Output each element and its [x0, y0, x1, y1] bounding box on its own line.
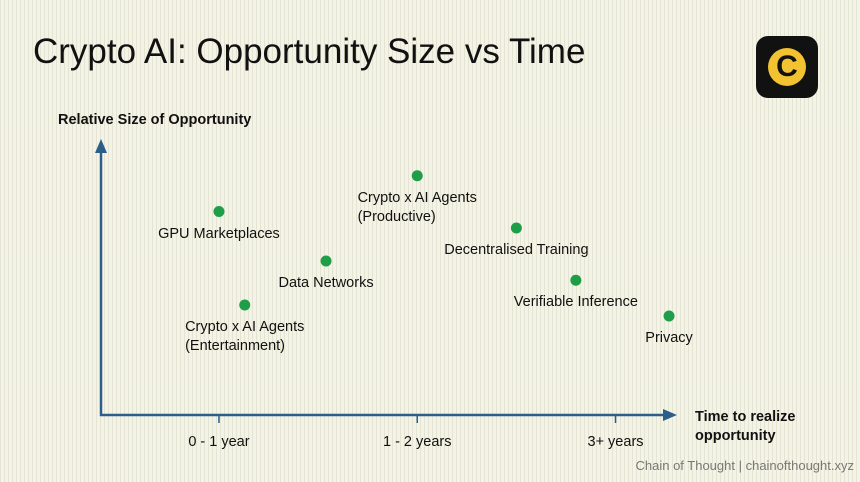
- point: [663, 310, 675, 322]
- y-axis-label: Relative Size of Opportunity: [58, 112, 252, 128]
- point: [320, 255, 332, 267]
- x-tick-label: 3+ years: [587, 434, 644, 450]
- x-axis-label: Time to realize opportunity: [695, 409, 796, 444]
- point-label: Decentralised Training: [444, 242, 589, 258]
- point: [570, 274, 582, 286]
- point-label: Verifiable Inference: [513, 294, 638, 311]
- point-label: Data Networks: [278, 275, 374, 291]
- point-label: Crypto x AI Agents (Productive): [357, 189, 477, 225]
- x-axis-arrow: [663, 409, 677, 421]
- point-label: GPU Marketplaces: [158, 225, 280, 242]
- x-tick-label: 0 - 1 year: [188, 434, 250, 450]
- point: [510, 222, 522, 234]
- logo: C: [756, 36, 818, 98]
- chart-title: Crypto AI: Opportunity Size vs Time: [33, 32, 586, 71]
- x-tick-label: 1 - 2 years: [382, 434, 452, 450]
- y-axis-arrow: [95, 139, 107, 153]
- logo-letter: C: [768, 48, 806, 86]
- footer: Chain of Thought | chainofthought.xyz: [635, 458, 854, 473]
- point: [411, 170, 423, 182]
- point-label: Privacy: [645, 330, 693, 346]
- point: [239, 299, 251, 311]
- point: [213, 206, 225, 217]
- point-label: Crypto x AI Agents (Entertainment): [185, 319, 305, 354]
